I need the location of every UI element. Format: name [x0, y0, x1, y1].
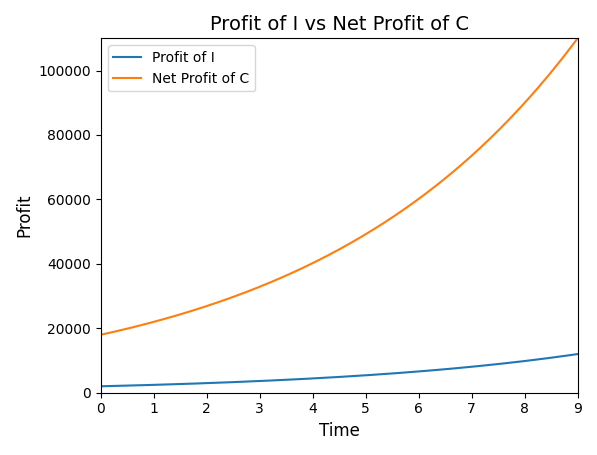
- Net Profit of C: [574, 35, 581, 41]
- Title: Profit of I vs Net Profit of C: Profit of I vs Net Profit of C: [210, 15, 469, 34]
- Line: Profit of I: Profit of I: [101, 354, 577, 386]
- Net Profit of C: [380, 221, 387, 226]
- X-axis label: Time: Time: [319, 422, 359, 440]
- Profit of I: [389, 371, 396, 376]
- Y-axis label: Profit: Profit: [15, 194, 33, 237]
- Net Profit of C: [389, 214, 396, 220]
- Profit of I: [530, 357, 537, 363]
- Profit of I: [99, 384, 106, 389]
- Profit of I: [97, 384, 104, 389]
- Profit of I: [381, 371, 388, 377]
- Net Profit of C: [381, 220, 388, 225]
- Profit of I: [499, 361, 506, 366]
- Net Profit of C: [499, 123, 506, 129]
- Profit of I: [574, 351, 581, 357]
- Net Profit of C: [99, 332, 106, 337]
- Line: Net Profit of C: Net Profit of C: [101, 38, 577, 335]
- Profit of I: [380, 371, 387, 377]
- Net Profit of C: [97, 332, 104, 338]
- Net Profit of C: [530, 91, 537, 96]
- Legend: Profit of I, Net Profit of C: Profit of I, Net Profit of C: [108, 46, 255, 91]
